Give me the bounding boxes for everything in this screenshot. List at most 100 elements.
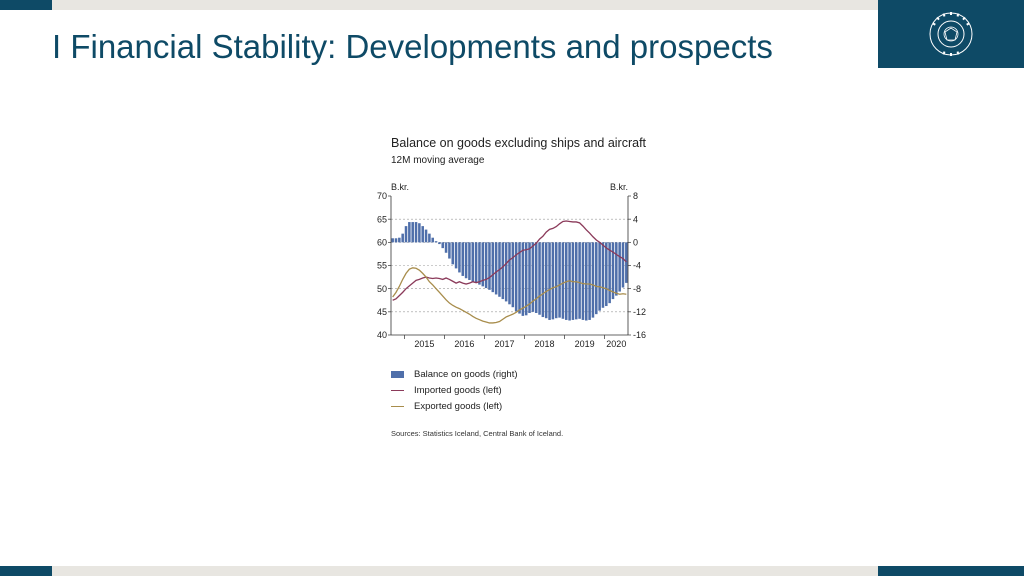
logo-box	[878, 0, 1024, 68]
balance-bar	[408, 222, 411, 243]
balance-bar	[541, 242, 545, 318]
balance-bar	[538, 242, 541, 315]
chart-source-note: Sources: Statistics Iceland, Central Ban…	[391, 429, 564, 438]
legend-swatch-imported	[391, 389, 404, 391]
exported-goods-line	[392, 267, 627, 324]
balance-bar	[528, 242, 531, 313]
balance-bar	[625, 242, 628, 283]
chart-title: Balance on goods excluding ships and air…	[391, 136, 647, 150]
right-tick-label: 4	[633, 214, 638, 224]
balance-bar	[481, 242, 485, 287]
x-tick-label: 2017	[494, 339, 514, 349]
balance-bar	[548, 242, 551, 320]
balance-bar	[458, 242, 461, 273]
bottom-accent-right	[878, 566, 1024, 576]
balance-bar	[504, 242, 508, 302]
legend-item-imported: Imported goods (left)	[391, 382, 518, 398]
left-tick-label: 45	[377, 307, 387, 317]
top-band	[0, 0, 1024, 10]
left-tick-label: 40	[377, 330, 387, 340]
balance-bar	[488, 242, 491, 290]
bottom-accent-left	[0, 566, 52, 576]
left-tick-label: 70	[377, 191, 387, 201]
balance-bar	[598, 242, 601, 311]
balance-bar	[595, 242, 598, 315]
balance-bar	[401, 233, 404, 243]
balance-bar	[558, 242, 561, 318]
x-tick-label: 2018	[535, 339, 555, 349]
balance-bar	[411, 222, 414, 243]
balance-bar	[588, 242, 591, 320]
balance-bar	[428, 233, 431, 243]
balance-bar	[531, 242, 535, 312]
balance-bar	[394, 238, 398, 243]
x-tick-label: 2015	[414, 339, 434, 349]
balance-bar	[578, 242, 581, 319]
legend-swatch-exported	[391, 405, 404, 407]
chart-subtitle: 12M moving average	[391, 155, 485, 166]
balance-bar	[438, 242, 441, 245]
x-tick-label: 2020	[606, 339, 626, 349]
balance-bar	[618, 242, 621, 292]
balance-bar	[474, 242, 478, 283]
balance-bar	[514, 242, 518, 312]
legend-label: Balance on goods (right)	[414, 368, 518, 380]
balance-bar	[441, 242, 445, 249]
right-tick-label: 0	[633, 238, 638, 248]
balance-bar	[591, 242, 595, 318]
right-unit-label: B.kr.	[610, 182, 628, 192]
balance-bar	[418, 223, 421, 243]
balance-bar	[608, 242, 611, 304]
balance-bar	[464, 242, 468, 279]
legend-swatch-bar	[391, 370, 404, 378]
balance-bar	[454, 242, 458, 269]
balance-bar	[518, 242, 521, 314]
balance-bar	[398, 237, 401, 243]
balance-bar	[615, 242, 618, 296]
balance-bar	[444, 242, 448, 253]
legend-label: Exported goods (left)	[414, 400, 503, 412]
chart-legend: Balance on goods (right) Imported goods …	[391, 366, 518, 414]
balance-bar	[501, 242, 505, 300]
right-tick-label: 8	[633, 191, 638, 201]
right-tick-label: -4	[633, 261, 641, 271]
balance-bar	[421, 226, 424, 243]
balance-bar	[484, 242, 488, 289]
central-bank-seal-icon	[929, 12, 973, 56]
balance-bar	[534, 242, 538, 313]
balance-bar	[391, 238, 394, 243]
legend-item-balance: Balance on goods (right)	[391, 366, 518, 382]
balance-bar	[585, 242, 588, 321]
bottom-band	[0, 566, 1024, 576]
balance-bar	[521, 242, 525, 316]
left-tick-label: 50	[377, 284, 387, 294]
right-tick-label: -16	[633, 330, 646, 340]
legend-item-exported: Exported goods (left)	[391, 398, 518, 414]
balance-bar	[414, 222, 418, 243]
balance-bar	[471, 242, 475, 282]
balance-bar	[611, 242, 615, 300]
balance-bar	[554, 242, 558, 319]
balance-bar	[431, 237, 434, 243]
balance-bar	[478, 242, 481, 285]
balance-bar	[511, 242, 515, 308]
balance-bar	[574, 242, 578, 320]
balance-bar	[544, 242, 548, 319]
imported-goods-line	[392, 220, 627, 301]
balance-bar	[468, 242, 471, 280]
x-tick-label: 2016	[454, 339, 474, 349]
top-accent	[0, 0, 52, 10]
balance-bar	[605, 242, 608, 307]
left-unit-label: B.kr.	[391, 182, 409, 192]
balance-bar	[461, 242, 465, 276]
balance-bar	[434, 241, 438, 243]
balance-bar	[524, 242, 528, 316]
balance-bar	[551, 242, 555, 320]
left-tick-label: 65	[377, 214, 387, 224]
balance-bar	[561, 242, 565, 319]
balance-bar	[448, 242, 451, 259]
balance-bar	[601, 242, 605, 308]
left-tick-label: 55	[377, 261, 387, 271]
balance-bar	[404, 226, 408, 243]
